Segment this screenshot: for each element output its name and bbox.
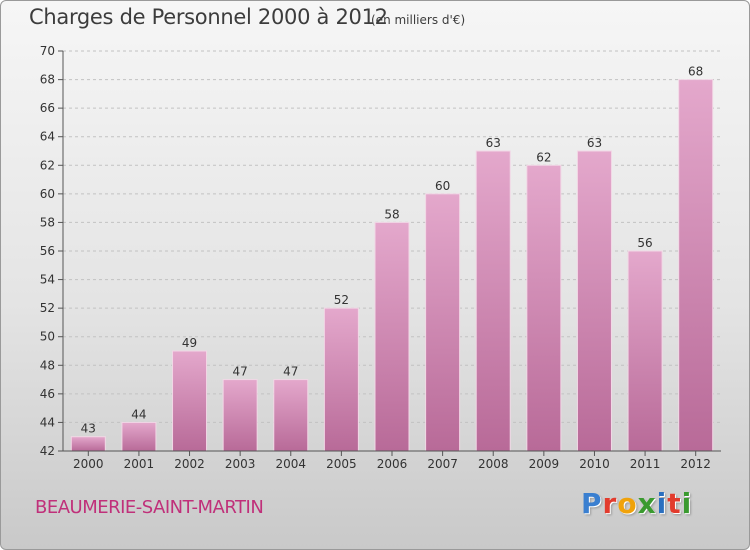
x-tick-label: 2000 [73,457,104,471]
y-tick-label: 68 [40,73,55,87]
y-tick-label: 42 [40,444,55,458]
chart-title: Charges de Personnel 2000 à 2012 [29,5,388,29]
x-tick-label: 2012 [680,457,711,471]
logo-letter: t [667,487,682,520]
x-tick-label: 2010 [579,457,610,471]
x-tick-label: 2001 [124,457,155,471]
logo-letter: P [581,487,603,520]
logo-letter: x [637,487,657,520]
chart-subtitle: (en milliers d'€) [371,13,466,27]
bar-2003 [222,379,258,452]
x-tick-label: 2009 [529,457,560,471]
bar-2005 [323,307,359,452]
bars [70,79,714,452]
x-tick-label: 2005 [326,457,357,471]
city-name: BEAUMERIE-SAINT-MARTIN [35,497,264,518]
data-label: 47 [233,365,248,379]
y-tick-label: 64 [40,130,55,144]
data-label: 56 [637,236,652,250]
y-tick-label: 70 [40,44,55,58]
x-tick-label: 2003 [225,457,256,471]
data-label: 63 [486,136,501,150]
y-tick-label: 58 [40,215,55,229]
bar-2010 [576,150,612,452]
data-label: 47 [283,365,298,379]
data-label: 68 [688,65,703,79]
bar-2011 [627,250,663,452]
x-tick-label: 2006 [377,457,408,471]
bar-2000 [70,436,106,452]
data-label: 49 [182,336,197,350]
labels: 42 44 46 48 50 52 54 56 58 60 62 64 66 68 70 2000 43 2001… [40,44,711,471]
bar-2001 [121,421,157,452]
x-tick-label: 2002 [174,457,205,471]
logo-letter: i [681,487,693,520]
x-tick-label: 2004 [275,457,306,471]
bar-2012 [678,79,714,452]
y-tick-label: 62 [40,158,55,172]
axes [58,50,721,456]
bar-2007 [425,193,461,452]
data-label: 52 [334,293,349,307]
y-tick-label: 48 [40,358,55,372]
y-tick-label: 50 [40,330,55,344]
data-label: 43 [81,422,96,436]
data-label: 63 [587,136,602,150]
x-tick-label: 2007 [427,457,458,471]
y-tick-label: 60 [40,187,55,201]
bar-2009 [526,164,562,452]
data-label: 58 [384,207,399,221]
data-label: 44 [131,407,146,421]
data-label: 60 [435,179,450,193]
y-tick-label: 54 [40,273,55,287]
bar-2002 [172,350,208,452]
y-tick-label: 66 [40,101,55,115]
x-tick-label: 2011 [630,457,661,471]
bar-2004 [273,379,309,452]
proxiti-logo[interactable]: Proxiti [581,487,692,520]
data-label: 62 [536,150,551,164]
logo-letter: r [602,487,618,520]
bar-2006 [374,221,410,452]
x-tick-label: 2008 [478,457,509,471]
y-tick-label: 46 [40,387,55,401]
bar-2008 [475,150,511,452]
y-tick-label: 52 [40,301,55,315]
logo-letter: i [656,487,668,520]
y-tick-label: 44 [40,415,55,429]
y-tick-label: 56 [40,244,55,258]
logo-letter: o [617,487,638,520]
